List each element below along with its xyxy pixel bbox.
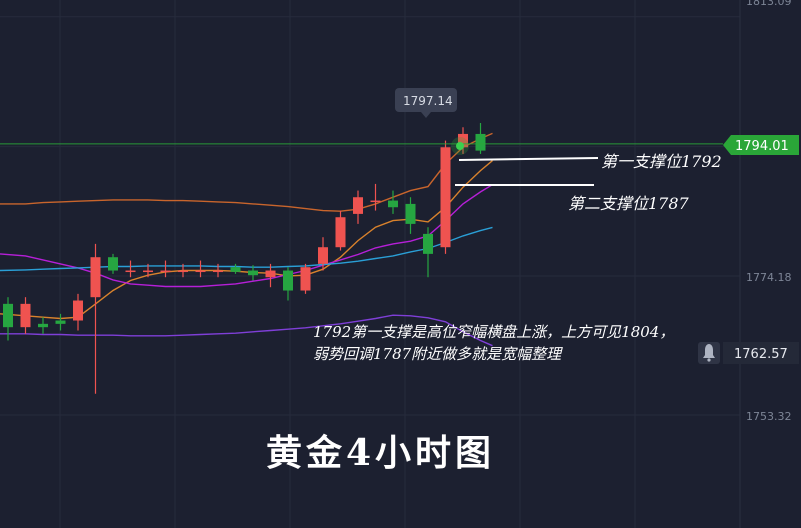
moving-average-line xyxy=(0,160,493,320)
support1-line xyxy=(458,157,599,161)
axis-tick-label: 1813.09 xyxy=(746,0,792,8)
high-marker-bg xyxy=(395,88,457,112)
candle-body xyxy=(20,303,31,328)
price-axis: 1813.09 1774.18 1753.32 xyxy=(746,0,792,423)
candle-body xyxy=(475,133,486,151)
moving-average-line xyxy=(0,226,493,272)
candle-body xyxy=(283,270,293,291)
candle-body xyxy=(335,217,346,248)
candle-body xyxy=(38,323,48,328)
candle-body xyxy=(125,270,136,273)
alert-price-bg xyxy=(723,342,799,364)
alert-price-label: 1762.57 xyxy=(734,347,788,362)
candle-body xyxy=(213,270,223,273)
candle-body xyxy=(90,257,101,298)
candle-body xyxy=(73,300,83,321)
candle-body xyxy=(388,200,398,208)
candle-body xyxy=(55,320,66,324)
last-price-dot xyxy=(451,137,469,155)
axis-tick-label: 1774.18 xyxy=(746,271,792,284)
current-price-label: 1794.01 xyxy=(735,139,789,154)
current-price-tag-bg xyxy=(723,135,799,155)
support2-annotation: 第二支撑位1787 xyxy=(568,194,690,213)
current-price-tag: 1794.01 xyxy=(723,135,799,155)
candles xyxy=(3,123,486,394)
high-marker-tooltip: 1797.14 xyxy=(395,88,457,118)
candle-body xyxy=(370,200,381,203)
candle-body xyxy=(160,270,171,273)
candle-body xyxy=(318,247,328,264)
moving-average-line xyxy=(0,314,493,347)
high-marker-label: 1797.14 xyxy=(403,94,453,108)
candle-body xyxy=(248,270,258,276)
comment-line-2: 弱势回调1787附近做多就是宽幅整理 xyxy=(313,345,563,363)
chart-title: 黄金4小时图 xyxy=(266,432,495,474)
moving-average-line xyxy=(0,184,493,288)
candle-body xyxy=(3,303,13,328)
high-marker-pointer xyxy=(421,112,431,118)
comment-line-1: 1792第一支撑是高位窄幅横盘上涨，上方可见1804， xyxy=(313,323,674,341)
candle-body xyxy=(195,270,206,273)
candle-body xyxy=(458,133,468,148)
candle-body xyxy=(405,203,416,224)
candle-body xyxy=(178,270,188,273)
candle-body xyxy=(265,270,276,278)
alert-price-tag[interactable]: 1762.57 xyxy=(698,342,799,364)
bell-icon[interactable] xyxy=(703,344,715,362)
candle-body xyxy=(108,257,118,271)
candle-body xyxy=(143,270,153,273)
moving-average-line xyxy=(0,132,493,212)
candle-body xyxy=(440,147,451,248)
candle-body xyxy=(353,197,363,214)
axis-tick-label: 1753.32 xyxy=(746,410,792,423)
candle-body xyxy=(230,267,241,272)
support1-annotation: 第一支撑位1792 xyxy=(601,152,722,171)
candle-body xyxy=(423,233,433,254)
candle-body xyxy=(300,267,311,291)
